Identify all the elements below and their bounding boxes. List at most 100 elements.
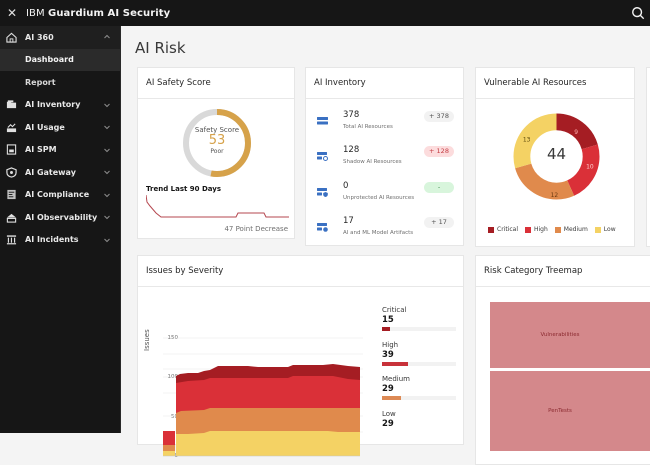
chevron-down-icon[interactable] bbox=[103, 213, 111, 221]
change-badge: + 378 bbox=[424, 111, 454, 122]
sidebar-item-label: Report bbox=[25, 78, 56, 87]
inventory-value: 0 bbox=[343, 181, 348, 191]
sidebar-item-report[interactable]: Report bbox=[0, 71, 120, 94]
sidebar: AI 360 Dashboard Report AI Inventory AI … bbox=[0, 26, 121, 433]
sidebar-item-label: AI Gateway bbox=[25, 168, 76, 177]
unprotected-resource-icon bbox=[317, 187, 328, 197]
severity-value: 29 bbox=[382, 384, 460, 394]
sidebar-item-label: AI Incidents bbox=[25, 235, 79, 244]
legend-label: Critical bbox=[497, 226, 518, 233]
page-title: AI Risk bbox=[135, 39, 186, 57]
inventory-value: 17 bbox=[343, 216, 354, 226]
chevron-down-icon[interactable] bbox=[103, 123, 111, 131]
change-badge: - bbox=[424, 182, 454, 193]
home-icon bbox=[6, 32, 17, 43]
sidebar-item-label: AI SPM bbox=[25, 145, 57, 154]
close-icon[interactable]: ✕ bbox=[0, 6, 24, 20]
severity-low[interactable]: Low 29 bbox=[382, 410, 460, 429]
legend-item-high[interactable]: High bbox=[525, 226, 548, 233]
legend-item-critical[interactable]: Critical bbox=[488, 226, 518, 233]
shield-icon bbox=[6, 167, 17, 178]
card-title: Issues by Severity bbox=[138, 256, 463, 287]
inventory-row-model-artifacts[interactable]: 17 AI and ML Model Artifacts + 17 bbox=[306, 216, 463, 246]
incidents-icon bbox=[6, 234, 17, 245]
sidebar-item-ai-inventory[interactable]: AI Inventory bbox=[0, 94, 120, 117]
sidebar-item-ai-incidents[interactable]: AI Incidents bbox=[0, 229, 120, 252]
trend-sparkline bbox=[146, 195, 289, 221]
svg-text:13: 13 bbox=[523, 137, 531, 144]
safety-score-status: Poor bbox=[182, 148, 252, 155]
severity-value: 15 bbox=[382, 315, 460, 325]
partial-card bbox=[646, 67, 650, 247]
legend-label: High bbox=[534, 226, 548, 233]
brand-prefix: IBM bbox=[26, 8, 45, 19]
risk-category-treemap-card: Risk Category Treemap Vulnerabilities Pe… bbox=[475, 255, 650, 465]
gauge-text: Safety Score 53 Poor bbox=[182, 126, 252, 155]
change-badge: + 128 bbox=[424, 146, 454, 157]
top-bar: ✕ IBM Guardium AI Security bbox=[0, 0, 650, 26]
inventory-row-shadow[interactable]: 128 Shadow AI Resources + 128 bbox=[306, 145, 463, 175]
chevron-down-icon[interactable] bbox=[103, 236, 111, 244]
sidebar-item-label: Dashboard bbox=[25, 55, 74, 64]
card-title: AI Safety Score bbox=[138, 68, 294, 99]
card-title: Vulnerable AI Resources bbox=[476, 68, 634, 99]
chevron-down-icon[interactable] bbox=[103, 146, 111, 154]
severity-name: Critical bbox=[382, 306, 460, 314]
severity-bar bbox=[382, 396, 456, 400]
treemap-cell-vulnerabilities[interactable]: Vulnerabilities bbox=[490, 302, 650, 368]
sidebar-item-label: AI Compliance bbox=[25, 190, 89, 199]
sidebar-item-ai-observability[interactable]: AI Observability bbox=[0, 206, 120, 229]
main-content: AI Risk AI Safety Score Safety Score 53 … bbox=[122, 26, 650, 433]
sidebar-item-ai-gateway[interactable]: AI Gateway bbox=[0, 161, 120, 184]
sidebar-item-label: AI Inventory bbox=[25, 100, 80, 109]
vulnerable-total: 44 bbox=[513, 145, 600, 163]
sidebar-item-ai-spm[interactable]: AI SPM bbox=[0, 139, 120, 162]
trend-note: 47 Point Decrease bbox=[224, 225, 288, 233]
database-icon bbox=[317, 116, 328, 126]
safety-score-value: 53 bbox=[182, 134, 252, 148]
treemap-cell-pentests[interactable]: PenTests bbox=[490, 371, 650, 451]
sidebar-item-label: AI Usage bbox=[25, 123, 65, 132]
svg-text:9: 9 bbox=[574, 129, 578, 136]
sidebar-item-ai-usage[interactable]: AI Usage bbox=[0, 116, 120, 139]
issues-area-chart bbox=[148, 304, 363, 464]
sidebar-item-ai-compliance[interactable]: AI Compliance bbox=[0, 184, 120, 207]
severity-name: Medium bbox=[382, 375, 460, 383]
model-artifact-icon bbox=[317, 222, 328, 232]
svg-text:10: 10 bbox=[586, 163, 594, 170]
chevron-down-icon[interactable] bbox=[103, 191, 111, 199]
inventory-label: Shadow AI Resources bbox=[343, 159, 402, 165]
shadow-resource-icon bbox=[317, 151, 328, 161]
inventory-label: Unprotected AI Resources bbox=[343, 195, 414, 201]
search-icon[interactable] bbox=[631, 6, 645, 20]
ai-inventory-card: AI Inventory 378 Total AI Resources + 37… bbox=[305, 67, 464, 246]
legend-label: Low bbox=[604, 226, 616, 233]
sidebar-item-ai-360[interactable]: AI 360 bbox=[0, 26, 120, 49]
severity-high[interactable]: High 39 bbox=[382, 341, 460, 366]
donut-legend: Critical High Medium Low bbox=[488, 226, 616, 233]
legend-item-low[interactable]: Low bbox=[595, 226, 616, 233]
legend-item-medium[interactable]: Medium bbox=[555, 226, 588, 233]
ai-safety-score-card: AI Safety Score Safety Score 53 Poor Tre… bbox=[137, 67, 295, 239]
severity-bar bbox=[382, 362, 456, 366]
vulnerable-ai-resources-card: Vulnerable AI Resources 9 10 12 13 44 Cr… bbox=[475, 67, 635, 247]
chevron-up-icon[interactable] bbox=[103, 33, 111, 41]
severity-critical[interactable]: Critical 15 bbox=[382, 306, 460, 331]
document-icon bbox=[6, 144, 17, 155]
inventory-row-unprotected[interactable]: 0 Unprotected AI Resources - bbox=[306, 181, 463, 211]
severity-value: 39 bbox=[382, 350, 460, 360]
chevron-down-icon[interactable] bbox=[103, 101, 111, 109]
chevron-down-icon[interactable] bbox=[103, 168, 111, 176]
severity-value: 29 bbox=[382, 419, 460, 429]
severity-medium[interactable]: Medium 29 bbox=[382, 375, 460, 400]
sidebar-item-label: AI 360 bbox=[25, 33, 54, 42]
severity-name: High bbox=[382, 341, 460, 349]
brand-name: Guardium AI Security bbox=[48, 8, 170, 19]
folder-icon bbox=[6, 99, 17, 110]
sidebar-item-dashboard[interactable]: Dashboard bbox=[0, 49, 120, 72]
issues-by-severity-card: Issues by Severity Issues 150 100 50 0 bbox=[137, 255, 464, 445]
severity-name: Low bbox=[382, 410, 460, 418]
inventory-row-total[interactable]: 378 Total AI Resources + 378 bbox=[306, 110, 463, 140]
change-badge: + 17 bbox=[424, 217, 454, 228]
compliance-icon bbox=[6, 189, 17, 200]
